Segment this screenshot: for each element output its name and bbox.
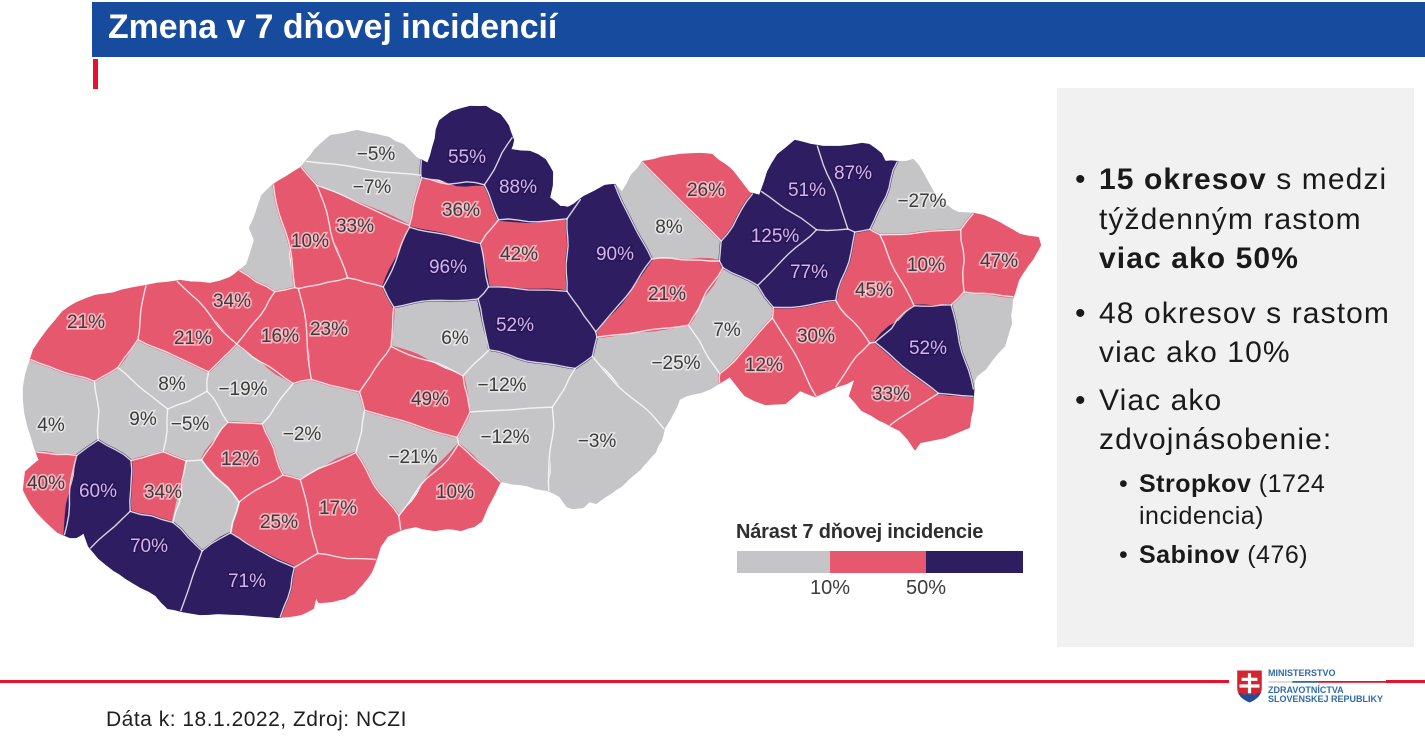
svg-text:21%: 21% [648,284,686,305]
svg-text:47%: 47% [980,251,1018,272]
svg-text:−25%: −25% [651,353,700,374]
svg-text:−5%: −5% [357,144,396,165]
svg-text:6%: 6% [441,328,469,349]
svg-text:30%: 30% [797,326,835,347]
svg-text:42%: 42% [500,244,538,265]
svg-text:23%: 23% [310,319,348,340]
svg-text:60%: 60% [79,481,117,502]
svg-text:−19%: −19% [218,379,267,400]
svg-text:21%: 21% [174,328,212,349]
svg-text:−5%: −5% [171,414,210,435]
svg-text:33%: 33% [336,216,374,237]
svg-text:71%: 71% [228,571,266,592]
svg-text:70%: 70% [130,536,168,557]
svg-text:8%: 8% [158,374,186,395]
svg-text:87%: 87% [834,163,872,184]
svg-text:25%: 25% [260,512,298,533]
svg-text:−21%: −21% [388,447,437,468]
svg-text:49%: 49% [411,389,449,410]
svg-text:88%: 88% [499,177,537,198]
svg-text:21%: 21% [67,312,105,333]
svg-text:10%: 10% [436,482,474,503]
svg-text:34%: 34% [213,291,251,312]
svg-text:96%: 96% [429,257,467,278]
svg-text:40%: 40% [27,473,65,494]
svg-text:17%: 17% [319,498,357,519]
svg-text:45%: 45% [855,280,893,301]
svg-text:−12%: −12% [477,375,526,396]
svg-text:10%: 10% [291,231,329,252]
svg-text:−2%: −2% [283,424,322,445]
svg-text:52%: 52% [909,338,947,359]
svg-text:4%: 4% [37,415,65,436]
svg-text:16%: 16% [261,326,299,347]
svg-text:51%: 51% [788,180,826,201]
svg-text:−7%: −7% [353,177,392,198]
svg-text:8%: 8% [655,217,683,238]
svg-text:36%: 36% [442,200,480,221]
svg-text:33%: 33% [872,384,910,405]
svg-text:10%: 10% [907,255,945,276]
svg-text:90%: 90% [596,244,634,265]
svg-text:7%: 7% [713,320,741,341]
svg-text:12%: 12% [221,449,259,470]
svg-text:−3%: −3% [578,431,617,452]
svg-text:125%: 125% [751,226,800,247]
svg-text:−27%: −27% [897,191,946,212]
svg-text:9%: 9% [129,409,157,430]
svg-text:26%: 26% [687,180,725,201]
svg-text:12%: 12% [745,355,783,376]
svg-text:−12%: −12% [480,427,529,448]
svg-text:77%: 77% [790,262,828,283]
svg-text:55%: 55% [448,147,486,168]
svg-text:52%: 52% [496,315,534,336]
svg-text:34%: 34% [144,482,182,503]
